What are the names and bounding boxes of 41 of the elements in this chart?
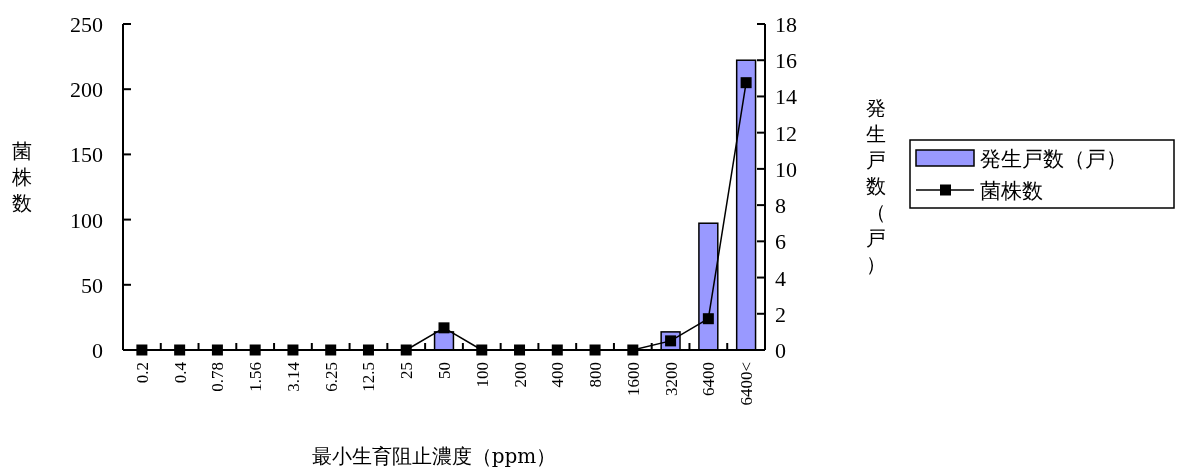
y2-axis-title: 発生戸数（戸）: [866, 96, 886, 276]
x-tick-label: 800: [586, 362, 606, 388]
x-tick-label: 50: [435, 362, 454, 379]
y2-tick-label: 4: [775, 265, 786, 291]
y2-tick-label: 14: [775, 84, 797, 110]
y-tick-label: 150: [70, 142, 103, 168]
y2-tick-label: 0: [775, 338, 786, 363]
x-tick-label: 3200: [661, 362, 681, 396]
x-tick-label: 1600: [623, 362, 643, 396]
x-tick-label: 0.2: [132, 362, 152, 384]
point: [438, 322, 450, 334]
y2-tick-label: 16: [775, 48, 797, 74]
point: [702, 313, 714, 325]
y-tick-label: 0: [92, 338, 103, 363]
x-tick-label: 1.56: [246, 362, 266, 392]
x-tick-label: 100: [472, 362, 492, 388]
x-tick-label: 6.25: [321, 362, 341, 392]
y-axis-title: 菌株数: [11, 139, 32, 215]
y-tick-label: 50: [81, 272, 103, 298]
y2-tick-label: 12: [775, 120, 797, 146]
y2-tick-label: 18: [775, 12, 797, 37]
legend-label: 菌株数: [980, 179, 1043, 203]
x-tick-label: 6400<: [737, 362, 757, 406]
x-tick-label: 12.5: [359, 362, 379, 392]
x-tick-label: 6400: [699, 362, 719, 396]
y2-tick-label: 2: [775, 301, 786, 327]
x-tick-label: 400: [548, 362, 568, 388]
x-tick-label: 0.78: [208, 362, 228, 392]
x-axis-title: 最小生育阻止濃度（ppm）: [311, 444, 557, 468]
y2-tick-label: 6: [775, 229, 786, 255]
point: [740, 77, 752, 89]
y2-tick-label: 8: [775, 193, 786, 219]
x-tick-label: 0.4: [170, 361, 190, 384]
legend-label: 発生戸数（戸）: [980, 147, 1127, 171]
y2-tick-label: 10: [775, 156, 797, 182]
y-tick-label: 200: [70, 77, 103, 103]
y-tick-label: 100: [70, 207, 103, 233]
y-tick-label: 250: [70, 12, 103, 37]
x-tick-label: 25: [397, 362, 417, 379]
x-tick-label: 3.14: [283, 361, 303, 392]
x-tick-label: 200: [510, 362, 530, 388]
